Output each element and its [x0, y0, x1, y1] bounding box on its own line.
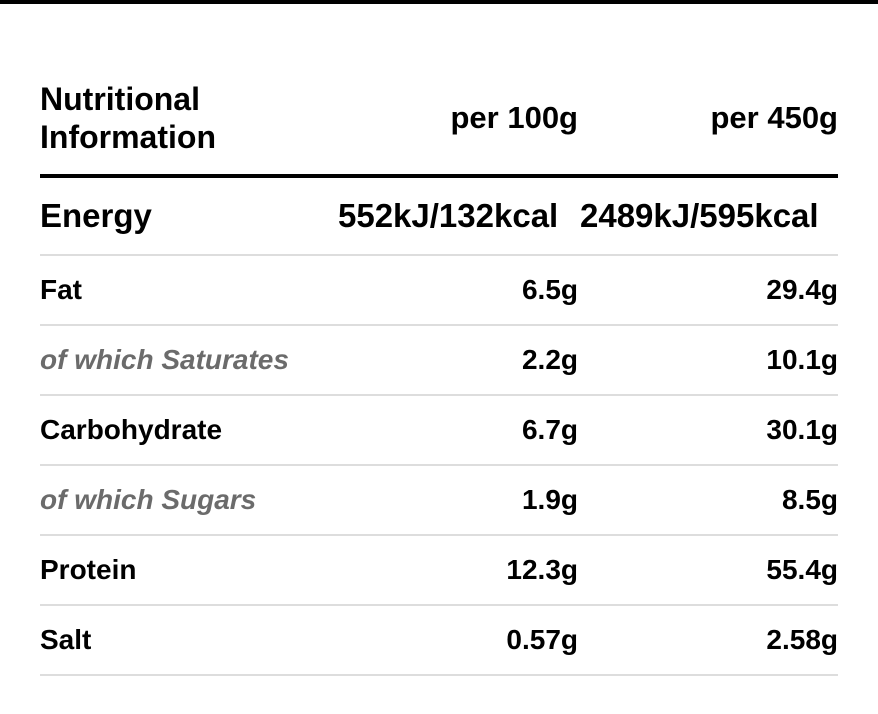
table-row: of which Sugars 1.9g 8.5g — [40, 466, 838, 536]
top-rule — [0, 0, 878, 4]
row-label: Salt — [40, 624, 92, 655]
row-value-per-100g: 6.7g — [521, 414, 578, 445]
row-value-per-100g: 6.5g — [521, 274, 578, 305]
table-row: of which Saturates 2.2g 10.1g — [40, 326, 838, 396]
row-label: Protein — [40, 554, 137, 585]
row-value-per-100g: 552kJ/132kcal — [338, 197, 559, 234]
row-label: Energy — [40, 197, 152, 234]
row-value-per-100g: 2.2g — [521, 344, 578, 375]
row-value-per-450g: 10.1g — [766, 344, 838, 375]
column-header-per-450g: per 450g — [710, 100, 838, 135]
row-label: of which Saturates — [40, 344, 289, 375]
row-value-per-100g: 12.3g — [506, 554, 578, 585]
row-label: of which Sugars — [40, 484, 257, 515]
table-row: Salt 0.57g 2.58g — [40, 606, 838, 676]
table-row: Protein 12.3g 55.4g — [40, 536, 838, 606]
row-value-per-100g: 1.9g — [521, 484, 578, 515]
row-value-per-450g: 30.1g — [766, 414, 838, 445]
table-header-row: Nutritional Information per 100g per 450… — [40, 70, 838, 178]
row-value-per-450g: 8.5g — [781, 484, 838, 515]
row-value-per-450g: 55.4g — [766, 554, 838, 585]
row-value-per-450g: 2.58g — [766, 624, 838, 655]
row-value-per-100g: 0.57g — [506, 624, 578, 655]
table-row: Fat 6.5g 29.4g — [40, 256, 838, 326]
column-header-per-100g: per 100g — [450, 100, 578, 135]
table-title: Nutritional Information — [40, 81, 216, 155]
row-value-per-450g: 2489kJ/595kcal — [580, 197, 819, 234]
row-value-per-450g: 29.4g — [766, 274, 838, 305]
row-label: Fat — [40, 274, 82, 305]
table-row: Carbohydrate 6.7g 30.1g — [40, 396, 838, 466]
nutrition-table: Nutritional Information per 100g per 450… — [40, 70, 838, 676]
row-label: Carbohydrate — [40, 414, 223, 445]
table-row: Energy 552kJ/132kcal 2489kJ/595kcal — [40, 178, 838, 256]
